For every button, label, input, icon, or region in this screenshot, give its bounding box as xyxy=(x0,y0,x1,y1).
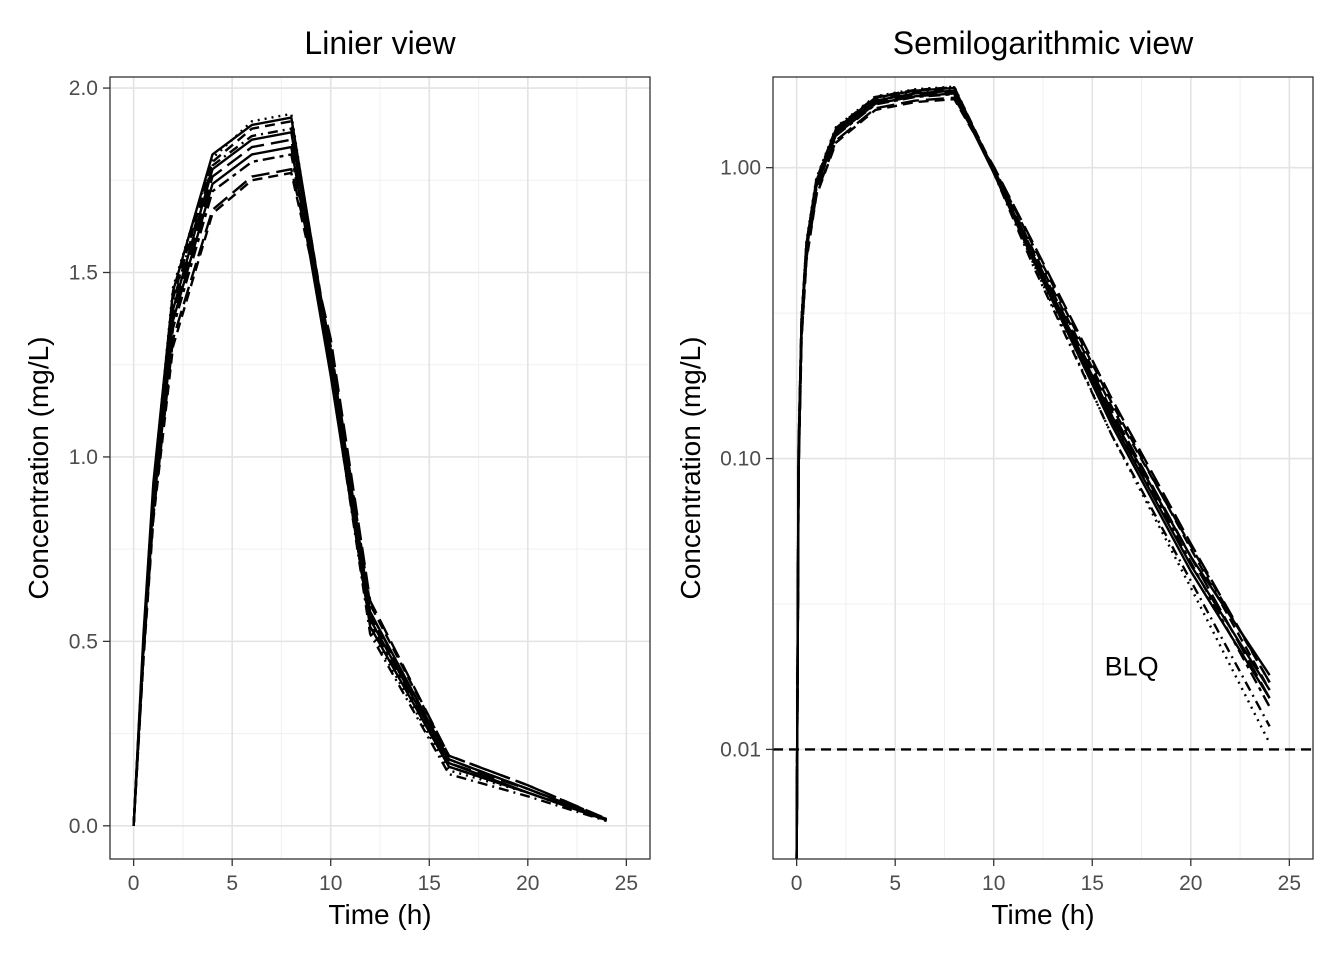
y-tick-label: 0.5 xyxy=(69,630,98,653)
semilog-grid xyxy=(773,77,1313,859)
linear-grid xyxy=(110,77,650,859)
semilog-series-line-8 xyxy=(795,87,1271,860)
linear-series-group xyxy=(132,112,608,826)
linear-y-axis-title: Concentration (mg/L) xyxy=(23,336,54,599)
x-tick-label: 5 xyxy=(889,872,901,895)
y-tick-label: 1.00 xyxy=(720,157,761,180)
semilog-plot-border xyxy=(772,76,1314,860)
semilog-chart-panel: Semilogarithmic view BLQ 0 5 10 15 20 250.010… xyxy=(675,25,1314,930)
x-tick-label: 5 xyxy=(226,872,238,895)
semilog-y-axis-title: Concentration (mg/L) xyxy=(675,336,706,599)
x-tick-label: 10 xyxy=(319,872,342,895)
x-tick-label: 0 xyxy=(791,872,803,895)
y-tick-label: 1.5 xyxy=(69,262,98,285)
y-tick-label: 0.10 xyxy=(720,448,761,471)
x-tick-label: 25 xyxy=(615,872,638,895)
linear-series-line-10 xyxy=(132,138,608,826)
y-tick-label: 0.01 xyxy=(720,738,761,761)
x-tick-label: 25 xyxy=(1278,872,1301,895)
semilog-annotations: BLQ xyxy=(1105,651,1159,681)
semilog-series-line-10 xyxy=(795,90,1271,860)
x-tick-label: 15 xyxy=(1081,872,1104,895)
semilog-ticks: 0 5 10 15 20 25 0.01 0.10 1.00 xyxy=(720,157,1301,895)
x-tick-label: 20 xyxy=(516,872,539,895)
linear-chart-panel: Linier view 0 5 10 15 20 25 0.0 0.5 1.0 1.5 2.0 Ti… xyxy=(23,25,651,930)
semilog-series-line-7 xyxy=(795,85,1271,860)
linear-x-axis-title: Time (h) xyxy=(328,899,431,930)
x-tick-label: 20 xyxy=(1179,872,1202,895)
linear-ticks: 0 5 10 15 20 25 0.0 0.5 1.0 1.5 2.0 xyxy=(69,77,638,895)
y-tick-label: 2.0 xyxy=(69,77,98,100)
y-tick-label: 1.0 xyxy=(69,446,98,469)
x-tick-label: 15 xyxy=(418,872,441,895)
semilog-chart-title: Semilogarithmic view xyxy=(893,25,1194,61)
linear-series-line-9 xyxy=(132,153,608,826)
y-tick-label: 0.0 xyxy=(69,815,98,838)
linear-chart-title: Linier view xyxy=(304,25,456,61)
linear-series-line-7 xyxy=(132,112,608,826)
linear-series-line-8 xyxy=(132,127,607,826)
blq-annotation: BLQ xyxy=(1105,651,1159,681)
linear-plot-border xyxy=(109,76,651,860)
x-tick-label: 10 xyxy=(982,872,1005,895)
x-tick-label: 0 xyxy=(128,872,140,895)
semilog-x-axis-title: Time (h) xyxy=(991,899,1094,930)
semilog-series-line-9 xyxy=(795,92,1271,860)
semilog-series-group xyxy=(795,85,1271,860)
